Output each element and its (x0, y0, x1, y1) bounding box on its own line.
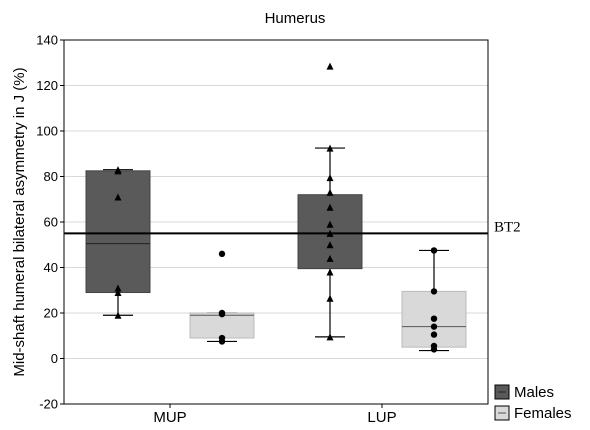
y-tick-label-0: -20 (39, 397, 58, 412)
legend-label-females: Females (514, 405, 572, 422)
y-tick-label-4: 60 (44, 215, 58, 230)
point-males-lup-1 (326, 144, 334, 152)
point-females-lup-4 (430, 331, 438, 338)
x-tick-label-mup: MUP (153, 409, 186, 426)
point-females-mup-4 (218, 338, 226, 345)
point-males-lup-7 (326, 241, 334, 249)
point-females-lup-2 (430, 315, 438, 322)
chart-title: Humerus (265, 10, 326, 27)
plot-frame (63, 39, 489, 405)
point-males-mup-1 (114, 167, 122, 175)
point-males-lup-0 (326, 62, 334, 70)
point-females-lup-0 (430, 247, 438, 254)
legend-item-females: Females (494, 405, 572, 422)
point-males-lup-2 (326, 174, 334, 182)
x-tick-label-lup: LUP (367, 409, 396, 426)
point-females-mup-0 (218, 250, 226, 258)
legend-label-males: Males (514, 384, 554, 401)
point-males-lup-9 (326, 268, 334, 276)
y-tick-label-5: 80 (44, 169, 58, 184)
point-females-lup-3 (430, 323, 438, 330)
point-males-lup-8 (326, 254, 334, 262)
legend: Males Females (494, 384, 572, 422)
reference-line-label: BT2 (494, 219, 521, 235)
y-tick-label-3: 40 (44, 260, 58, 275)
box-males-mup (85, 170, 151, 294)
plot-area: -20 0 20 40 60 80 100 120 140 MUP LUP BT2 (36, 33, 520, 427)
point-males-mup-2 (114, 193, 122, 201)
point-males-lup-5 (326, 220, 334, 228)
point-females-lup-6 (430, 346, 438, 353)
point-males-lup-11 (326, 333, 334, 341)
point-males-mup-4 (114, 289, 122, 297)
point-females-lup-1 (430, 288, 438, 295)
y-tick-label-8: 140 (36, 33, 58, 48)
y-tick-label-7: 120 (36, 78, 58, 93)
y-tick-label-2: 20 (44, 306, 58, 321)
y-tick-label-6: 100 (36, 124, 58, 139)
point-males-lup-10 (326, 294, 334, 302)
point-females-mup-2 (218, 310, 226, 318)
y-tick-label-1: 0 (51, 351, 58, 366)
y-axis-label: Mid-shaft humeral bilateral asymmetry in… (11, 67, 28, 376)
legend-item-males: Males (494, 384, 554, 401)
point-males-mup-3 (114, 284, 122, 292)
point-males-mup-5 (114, 311, 122, 319)
point-males-lup-4 (326, 203, 334, 211)
point-males-lup-3 (326, 188, 334, 196)
